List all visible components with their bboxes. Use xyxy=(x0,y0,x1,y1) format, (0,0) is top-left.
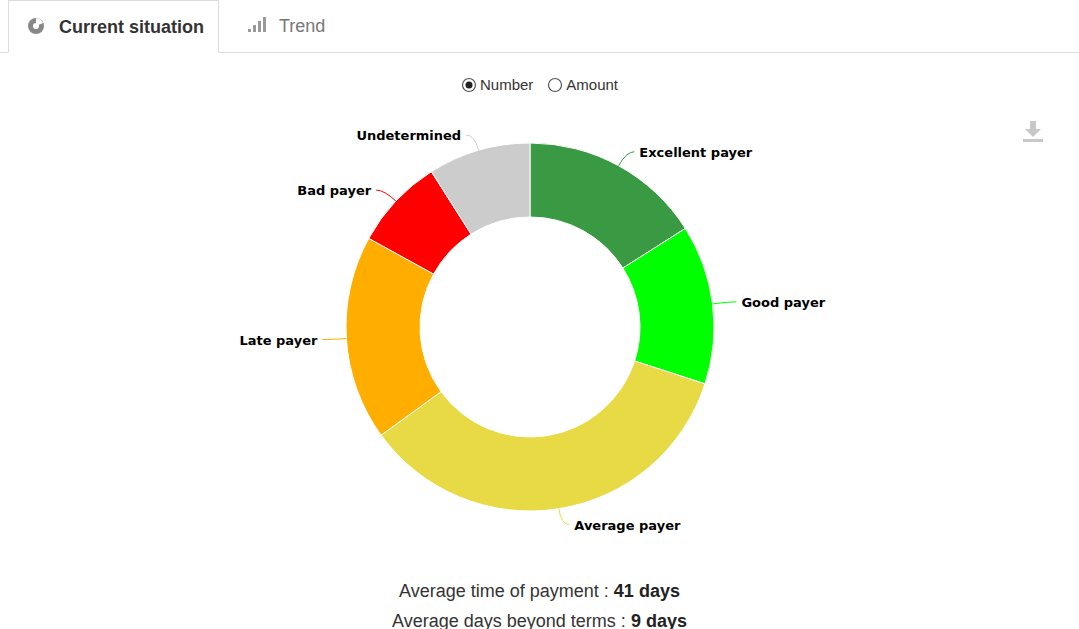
slice[interactable] xyxy=(623,228,714,383)
tab-label: Current situation xyxy=(59,1,204,53)
summary-value: 9 days xyxy=(631,611,687,629)
radio-label: Amount xyxy=(566,76,618,93)
connector xyxy=(713,302,737,304)
connector xyxy=(376,190,396,201)
connector xyxy=(619,152,635,166)
tab-label: Trend xyxy=(279,0,325,52)
options: Number Amount xyxy=(0,74,1079,93)
slice-label: Good payer xyxy=(741,295,825,310)
summary-label: Average days beyond terms : xyxy=(392,611,626,629)
tabs: Current situation Trend xyxy=(0,0,1079,53)
radio-option[interactable]: Amount xyxy=(547,76,618,93)
radio[interactable] xyxy=(461,77,477,93)
slice-label: Excellent payer xyxy=(639,145,752,160)
summary: Average time of payment : 41 daysAverage… xyxy=(0,576,1079,629)
slice[interactable] xyxy=(431,143,530,234)
slice-label: Late payer xyxy=(239,333,318,348)
chart: Excellent payer Good payer Average payer La… xyxy=(0,0,1079,629)
slice-label: Bad payer xyxy=(297,183,371,198)
summary-line: Average time of payment : 41 days xyxy=(0,576,1079,606)
slice-label: Undetermined xyxy=(356,128,461,143)
connector xyxy=(559,509,570,525)
summary-label: Average time of payment : xyxy=(399,581,609,601)
radio-label: Number xyxy=(480,76,533,93)
radio-option[interactable]: Number xyxy=(461,76,533,93)
labels: Excellent payer Good payer Average payer La… xyxy=(239,128,825,533)
slice-label: Average payer xyxy=(574,518,681,533)
tab[interactable]: Trend xyxy=(232,0,352,52)
connector xyxy=(322,339,346,340)
tab[interactable]: Current situation xyxy=(8,0,219,53)
radio[interactable] xyxy=(547,77,563,93)
slices xyxy=(346,143,714,511)
download-button[interactable] xyxy=(1021,120,1045,148)
download-icon[interactable] xyxy=(1021,120,1045,144)
tab-icon xyxy=(26,18,46,38)
tab-icon xyxy=(247,17,267,37)
summary-line: Average days beyond terms : 9 days xyxy=(0,606,1079,629)
summary-value: 41 days xyxy=(614,581,680,601)
connector xyxy=(466,135,478,150)
